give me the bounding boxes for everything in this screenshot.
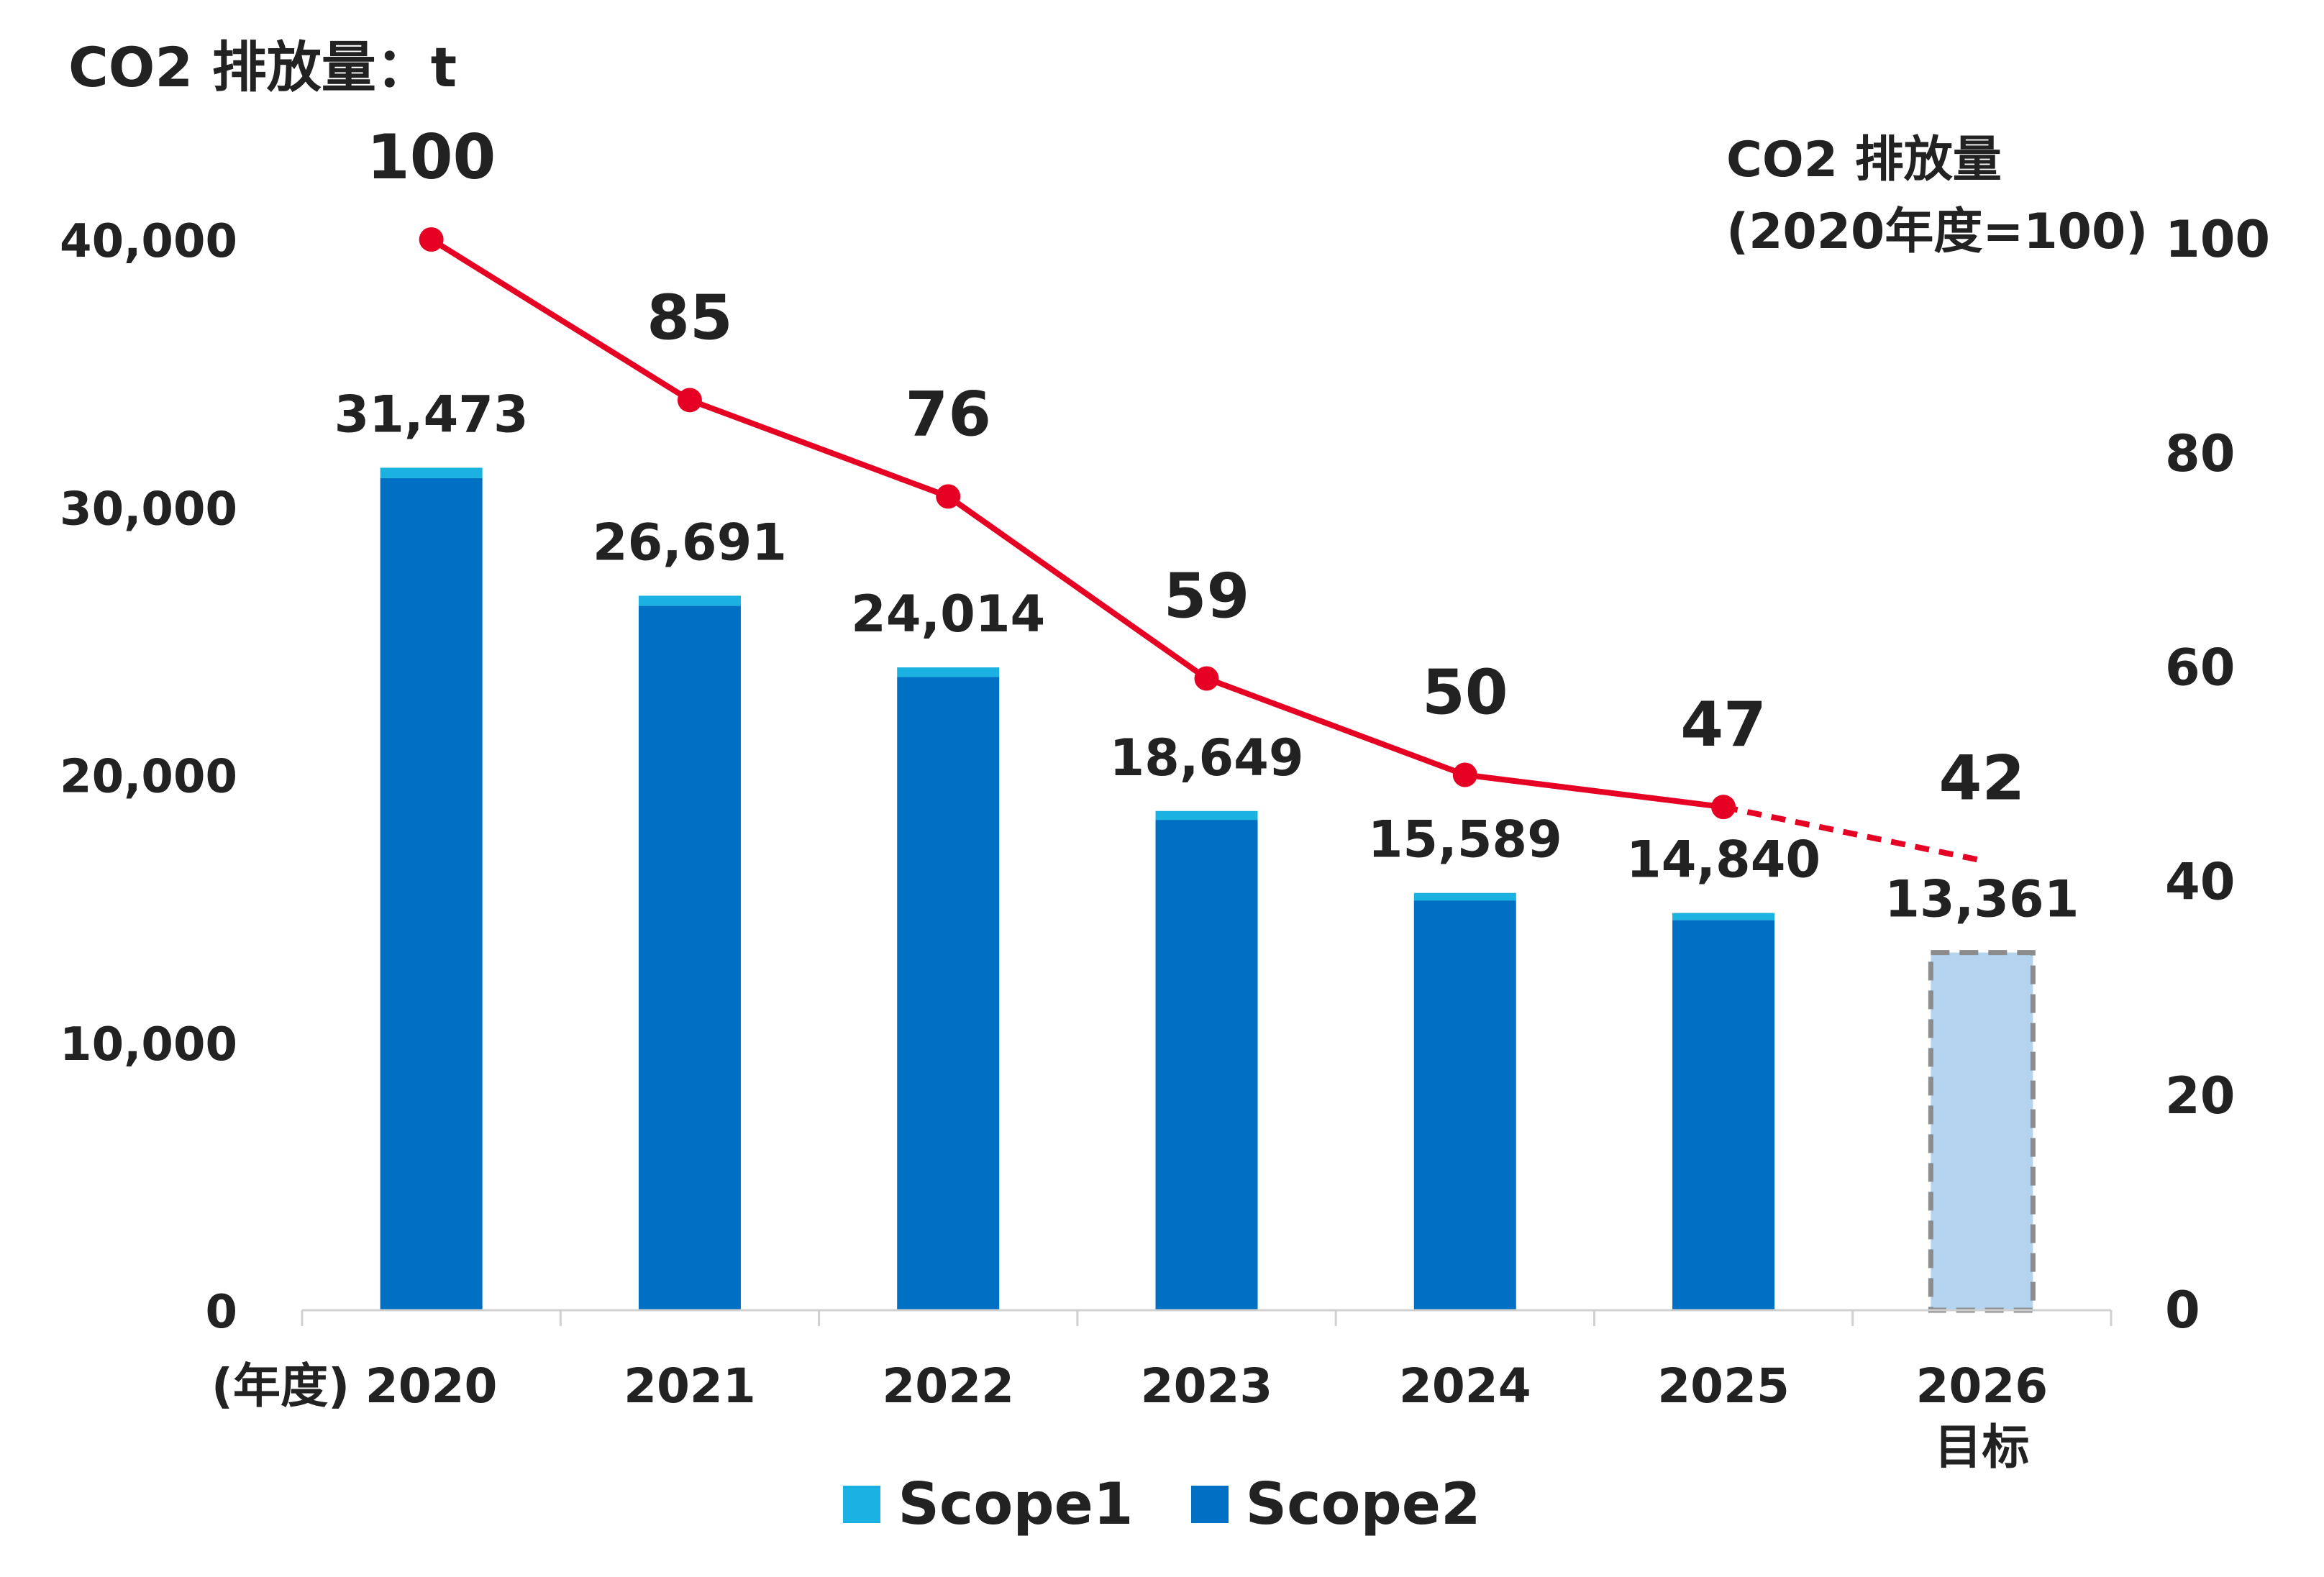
bar-total-label: 18,649: [1109, 728, 1303, 787]
x-axis: [301, 1309, 2113, 1326]
y2-tick-label: 40: [2165, 852, 2235, 911]
x-tick-sublabel: 目标: [1934, 1420, 2029, 1475]
bar-scope1: [638, 595, 741, 606]
bars: [380, 467, 2036, 1313]
x-tick-label: 2024: [1399, 1358, 1531, 1414]
y-tick-label: 20,000: [60, 751, 237, 804]
index-line-solid: [429, 237, 1724, 810]
y-axis-left: 0 10,000 20,000 30,000 40,000: [60, 215, 237, 1339]
y-tick-label: 10,000: [60, 1018, 237, 1071]
index-label: 100: [367, 122, 496, 193]
index-label: 47: [1680, 689, 1767, 761]
secondary-axis-title-line2: (2020年度=100): [1726, 204, 2148, 260]
bar-scope2: [897, 677, 1000, 1310]
data-labels: 31,473 26,691 24,014 18,649 15,589 14,840 13,3…: [334, 385, 2079, 928]
y2-tick-label: 100: [2165, 210, 2270, 269]
y2-tick-label: 60: [2165, 639, 2235, 698]
index-line-target: [1723, 804, 1983, 864]
x-axis-unit: (年度): [211, 1358, 350, 1414]
y-tick-label: 0: [205, 1286, 237, 1339]
index-point: [419, 227, 444, 252]
bar-target: [1928, 950, 2036, 1313]
x-axis-labels: (年度) 2020 2021 2022 2023 2024 2025 2026 目标: [211, 1358, 2048, 1475]
y2-tick-label: 20: [2165, 1066, 2235, 1125]
x-tick-label: 2025: [1657, 1358, 1790, 1414]
legend-label-scope2: Scope2: [1245, 1471, 1481, 1537]
bar-scope2: [1413, 900, 1516, 1310]
index-point: [1194, 666, 1219, 691]
index-label: 42: [1939, 743, 2025, 815]
legend-item-scope1: Scope1: [843, 1471, 1134, 1537]
x-tick-label: 2022: [882, 1358, 1014, 1414]
bar-total-label: 15,589: [1368, 810, 1562, 869]
bar-total-label: 14,840: [1626, 831, 1821, 890]
index-point: [1452, 762, 1477, 787]
bar-total-label: 13,361: [1885, 870, 2079, 929]
index-label: 76: [905, 378, 991, 450]
y-tick-label: 30,000: [60, 483, 237, 536]
index-label: 85: [647, 282, 733, 354]
x-tick-label: 2021: [624, 1358, 756, 1414]
bar-scope1: [897, 667, 1000, 677]
index-label: 50: [1422, 657, 1508, 729]
bar-scope2: [380, 477, 483, 1310]
bar-scope2: [638, 605, 741, 1310]
index-label: 59: [1164, 560, 1250, 632]
bar-scope2: [1155, 820, 1258, 1310]
bar-scope1: [380, 467, 483, 478]
bar-scope2: [1672, 920, 1775, 1310]
index-point: [1711, 795, 1736, 820]
bar-scope1: [1672, 913, 1775, 920]
bar-total-label: 26,691: [593, 513, 787, 572]
y2-tick-label: 0: [2165, 1281, 2200, 1340]
x-tick-label: 2023: [1141, 1358, 1273, 1414]
x-tick-label: 2020: [365, 1358, 498, 1414]
y-tick-label: 40,000: [60, 215, 237, 268]
bar-scope1: [1413, 892, 1516, 901]
legend-item-scope2: Scope2: [1190, 1471, 1481, 1537]
secondary-axis-title-line1: CO2 排放量: [1726, 132, 2002, 188]
bar-total-label: 24,014: [851, 585, 1045, 644]
legend-swatch-scope2: [1190, 1485, 1229, 1523]
index-line: 100 85 76 59 50 47 42: [367, 122, 2025, 864]
bar-scope1: [1155, 810, 1258, 821]
legend: Scope1 Scope2: [0, 1471, 2324, 1537]
index-point: [936, 484, 961, 509]
legend-swatch-scope1: [843, 1485, 881, 1523]
y-axis-right: 0 20 40 60 80 100: [2165, 210, 2270, 1340]
x-tick-label: 2026: [1916, 1358, 2049, 1414]
index-point: [677, 388, 702, 413]
chart-title: CO2 排放量：t: [68, 35, 457, 99]
bar-total-label: 31,473: [334, 385, 529, 444]
legend-label-scope1: Scope1: [898, 1471, 1134, 1537]
y2-tick-label: 80: [2165, 424, 2235, 483]
